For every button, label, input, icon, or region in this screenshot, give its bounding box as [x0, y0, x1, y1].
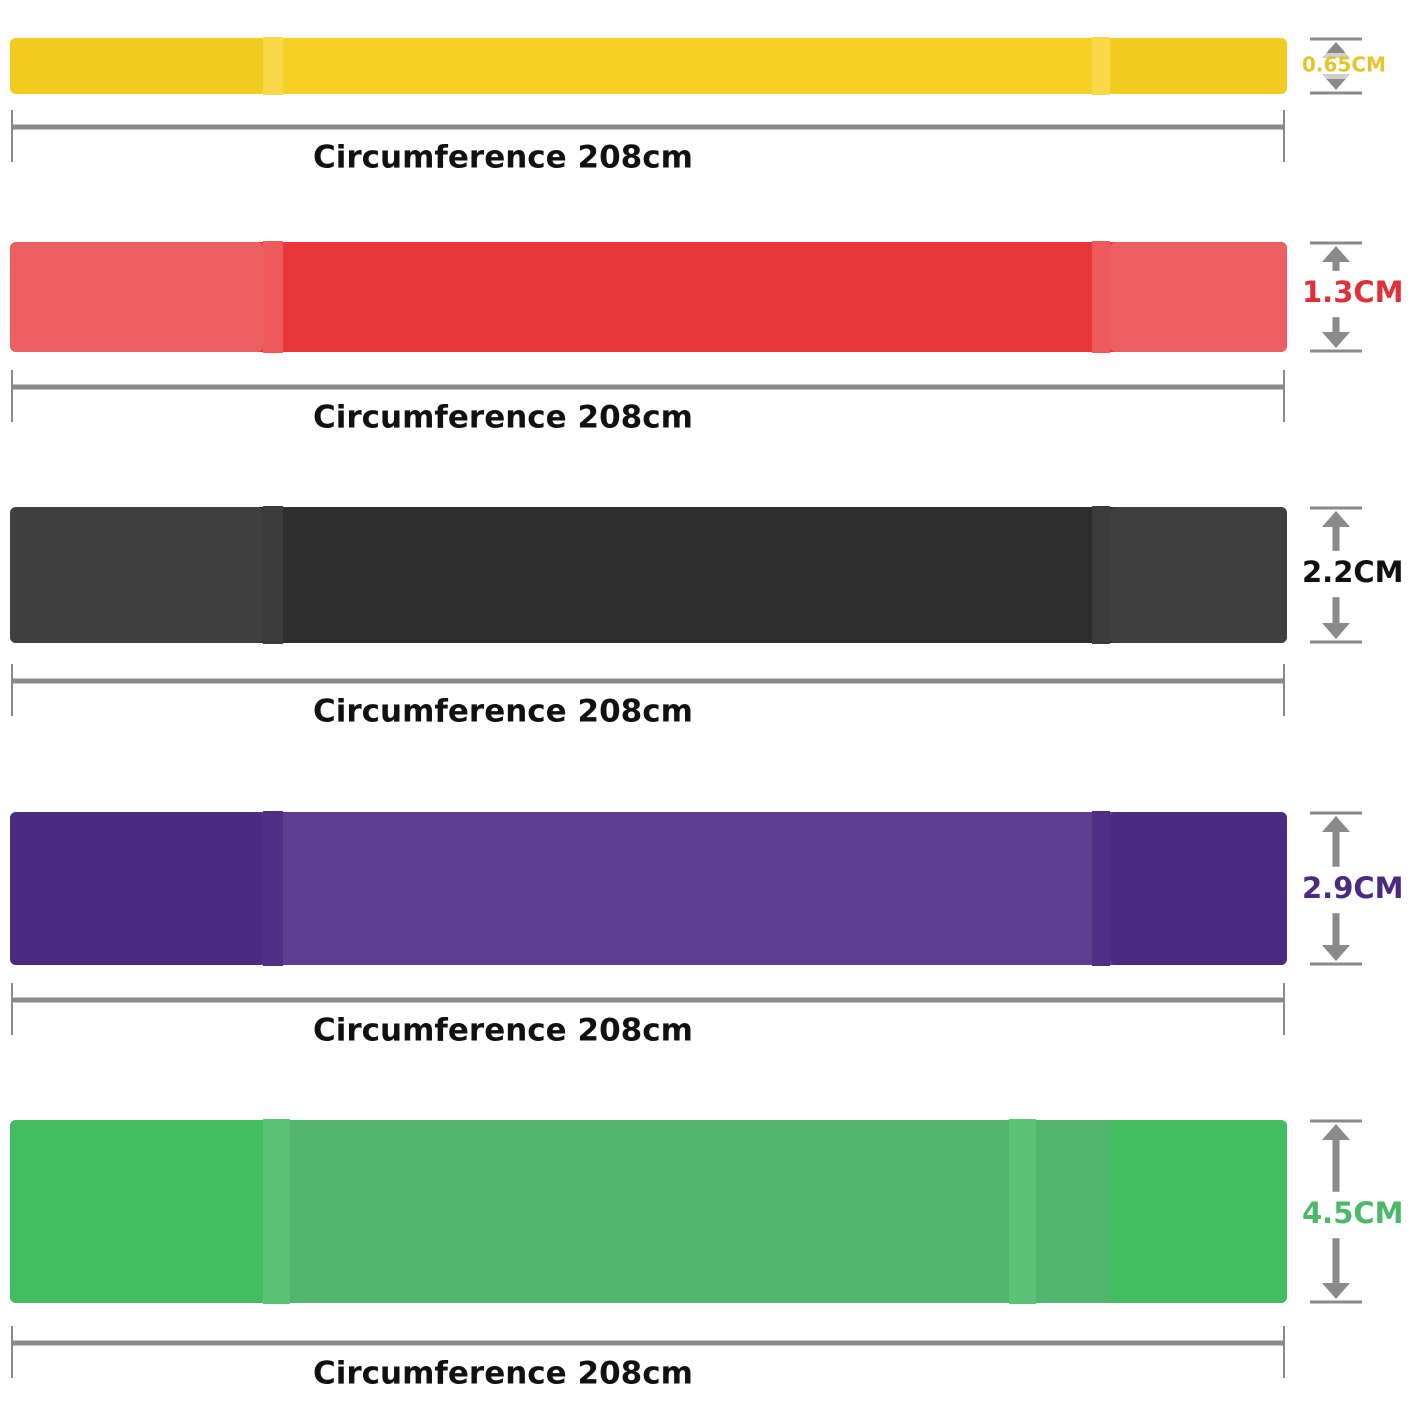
- band-clip: [1092, 811, 1110, 966]
- width-arrow-head: [1322, 945, 1350, 961]
- band-body: [10, 1120, 1287, 1303]
- label-bg: [1300, 275, 1422, 313]
- circumference-label: Circumference 208cm: [313, 1013, 693, 1049]
- width-label: 1.3CM: [1302, 275, 1404, 309]
- band-end: [10, 507, 263, 643]
- width-arrow-head: [1322, 332, 1350, 348]
- label-bg: [1300, 555, 1422, 593]
- circumference-label: Circumference 208cm: [313, 140, 693, 176]
- band-clip: [263, 811, 283, 966]
- width-arrow-head: [1322, 623, 1350, 639]
- width-arrow-head: [1322, 246, 1350, 262]
- band-end: [10, 1120, 263, 1303]
- band-end: [10, 812, 263, 965]
- band: Circumference 208cm 2.9CM: [10, 811, 1422, 1049]
- band-body: [10, 507, 1287, 643]
- band-clip: [1092, 37, 1110, 95]
- band-clip: [263, 506, 283, 644]
- label-bg: [1300, 53, 1422, 79]
- label-bg: [1300, 871, 1422, 909]
- band-clip: [1092, 241, 1110, 353]
- band-end: [1110, 38, 1287, 94]
- band-end: [1110, 507, 1287, 643]
- width-arrow-head: [1322, 816, 1350, 832]
- width-label: 0.65CM: [1302, 53, 1386, 77]
- band: Circumference 208cm 4.5CM: [10, 1119, 1422, 1392]
- band-clip: [1009, 1119, 1036, 1304]
- band-clip: [263, 1119, 290, 1304]
- band-end: [1110, 242, 1287, 352]
- width-label: 2.2CM: [1302, 555, 1404, 589]
- label-bg: [1300, 1196, 1422, 1234]
- width-arrow-head: [1322, 1124, 1350, 1140]
- band-clip: [1092, 506, 1110, 644]
- band-body: [10, 38, 1287, 94]
- circumference-label: Circumference 208cm: [313, 694, 693, 730]
- band: Circumference 208cm 0.65CM: [10, 37, 1422, 176]
- band: Circumference 208cm 2.2CM: [10, 506, 1422, 730]
- width-arrow-head: [1322, 1283, 1350, 1299]
- circumference-label: Circumference 208cm: [313, 1356, 693, 1392]
- width-label: 4.5CM: [1302, 1196, 1404, 1230]
- band-body: [10, 812, 1287, 965]
- width-arrow-head: [1322, 511, 1350, 527]
- band-end: [1110, 812, 1287, 965]
- band-end: [1110, 1120, 1287, 1303]
- band-clip: [263, 37, 283, 95]
- band-end: [10, 38, 263, 94]
- band-body: [10, 242, 1287, 352]
- circumference-label: Circumference 208cm: [313, 400, 693, 436]
- band-end: [10, 242, 263, 352]
- width-label: 2.9CM: [1302, 871, 1404, 905]
- band-clip: [263, 241, 283, 353]
- band: Circumference 208cm 1.3CM: [10, 241, 1422, 436]
